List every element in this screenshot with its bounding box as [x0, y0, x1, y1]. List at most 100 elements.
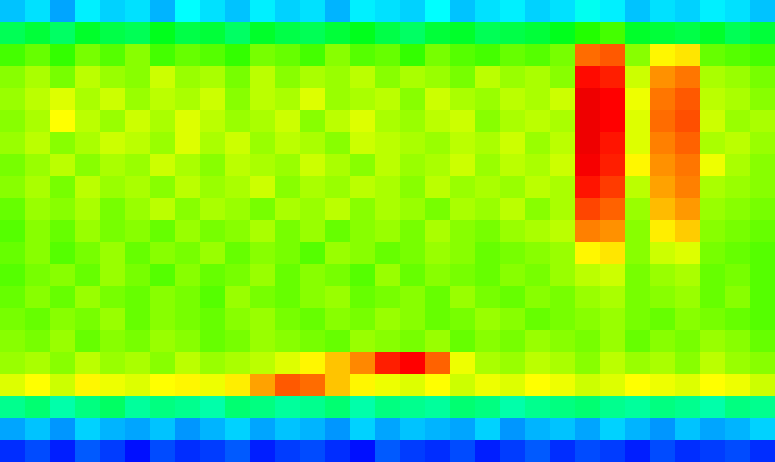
- heat-cell: [725, 176, 750, 198]
- heat-cell: [200, 132, 225, 154]
- heat-cell: [125, 110, 150, 132]
- heat-cell: [250, 176, 275, 198]
- heat-cell: [625, 418, 650, 440]
- heat-cell: [125, 88, 150, 110]
- heat-cell: [25, 198, 50, 220]
- heat-cell: [725, 154, 750, 176]
- heat-cell: [250, 44, 275, 66]
- heat-cell: [550, 154, 575, 176]
- heat-cell: [400, 176, 425, 198]
- heat-cell: [750, 88, 775, 110]
- heat-cell: [300, 264, 325, 286]
- heat-cell: [625, 352, 650, 374]
- heat-cell: [100, 352, 125, 374]
- heat-cell: [500, 330, 525, 352]
- heat-cell: [575, 44, 600, 66]
- heat-cell: [200, 220, 225, 242]
- heat-cell: [125, 66, 150, 88]
- heat-cell: [600, 374, 625, 396]
- heat-cell: [50, 440, 75, 462]
- heat-cell: [325, 286, 350, 308]
- heat-cell: [225, 220, 250, 242]
- heat-cell: [500, 44, 525, 66]
- heat-cell: [275, 418, 300, 440]
- heat-cell: [575, 286, 600, 308]
- heat-cell: [50, 44, 75, 66]
- heat-cell: [700, 330, 725, 352]
- heat-cell: [550, 220, 575, 242]
- heat-cell: [250, 330, 275, 352]
- heat-cell: [250, 374, 275, 396]
- heat-cell: [575, 154, 600, 176]
- heat-cell: [125, 264, 150, 286]
- heat-cell: [650, 396, 675, 418]
- heat-cell: [475, 418, 500, 440]
- heat-cell: [625, 330, 650, 352]
- heat-cell: [350, 440, 375, 462]
- heat-cell: [375, 264, 400, 286]
- heat-cell: [625, 66, 650, 88]
- heat-cell: [300, 242, 325, 264]
- heat-cell: [75, 396, 100, 418]
- heat-cell: [200, 176, 225, 198]
- heat-cell: [600, 110, 625, 132]
- heat-cell: [25, 132, 50, 154]
- heat-cell: [150, 308, 175, 330]
- heat-cell: [475, 396, 500, 418]
- heat-cell: [700, 374, 725, 396]
- heat-cell: [150, 132, 175, 154]
- heat-cell: [575, 132, 600, 154]
- heat-cell: [350, 66, 375, 88]
- heat-cell: [525, 396, 550, 418]
- heat-cell: [450, 374, 475, 396]
- heat-cell: [725, 22, 750, 44]
- heat-cell: [750, 154, 775, 176]
- heat-cell: [100, 264, 125, 286]
- heat-cell: [625, 132, 650, 154]
- heat-cell: [175, 220, 200, 242]
- heat-cell: [550, 264, 575, 286]
- heat-cell: [325, 352, 350, 374]
- heat-cell: [225, 132, 250, 154]
- heat-cell: [700, 66, 725, 88]
- heat-cell: [525, 352, 550, 374]
- heat-cell: [300, 22, 325, 44]
- heat-cell: [650, 418, 675, 440]
- heat-cell: [375, 132, 400, 154]
- heat-cell: [250, 242, 275, 264]
- heat-cell: [475, 330, 500, 352]
- heat-cell: [550, 66, 575, 88]
- heat-cell: [350, 418, 375, 440]
- heat-cell: [125, 352, 150, 374]
- heat-cell: [275, 330, 300, 352]
- heat-cell: [50, 198, 75, 220]
- heat-cell: [550, 440, 575, 462]
- heat-cell: [25, 88, 50, 110]
- heat-cell: [450, 154, 475, 176]
- heat-cell: [100, 396, 125, 418]
- heat-cell: [650, 220, 675, 242]
- heat-cell: [325, 154, 350, 176]
- heat-cell: [650, 352, 675, 374]
- heat-cell: [600, 308, 625, 330]
- heat-cell: [150, 418, 175, 440]
- heat-cell: [525, 66, 550, 88]
- heat-cell: [325, 110, 350, 132]
- heat-cell: [125, 220, 150, 242]
- heat-cell: [550, 0, 575, 22]
- heat-cell: [400, 110, 425, 132]
- heat-cell: [200, 286, 225, 308]
- heat-cell: [500, 374, 525, 396]
- heat-cell: [500, 264, 525, 286]
- heat-cell: [100, 176, 125, 198]
- heat-cell: [200, 418, 225, 440]
- heat-cell: [675, 44, 700, 66]
- heat-cell: [425, 220, 450, 242]
- heat-cell: [350, 396, 375, 418]
- heat-cell: [450, 220, 475, 242]
- heat-cell: [300, 66, 325, 88]
- heat-cell: [650, 22, 675, 44]
- heat-cell: [350, 176, 375, 198]
- heat-cell: [625, 396, 650, 418]
- heat-cell: [725, 440, 750, 462]
